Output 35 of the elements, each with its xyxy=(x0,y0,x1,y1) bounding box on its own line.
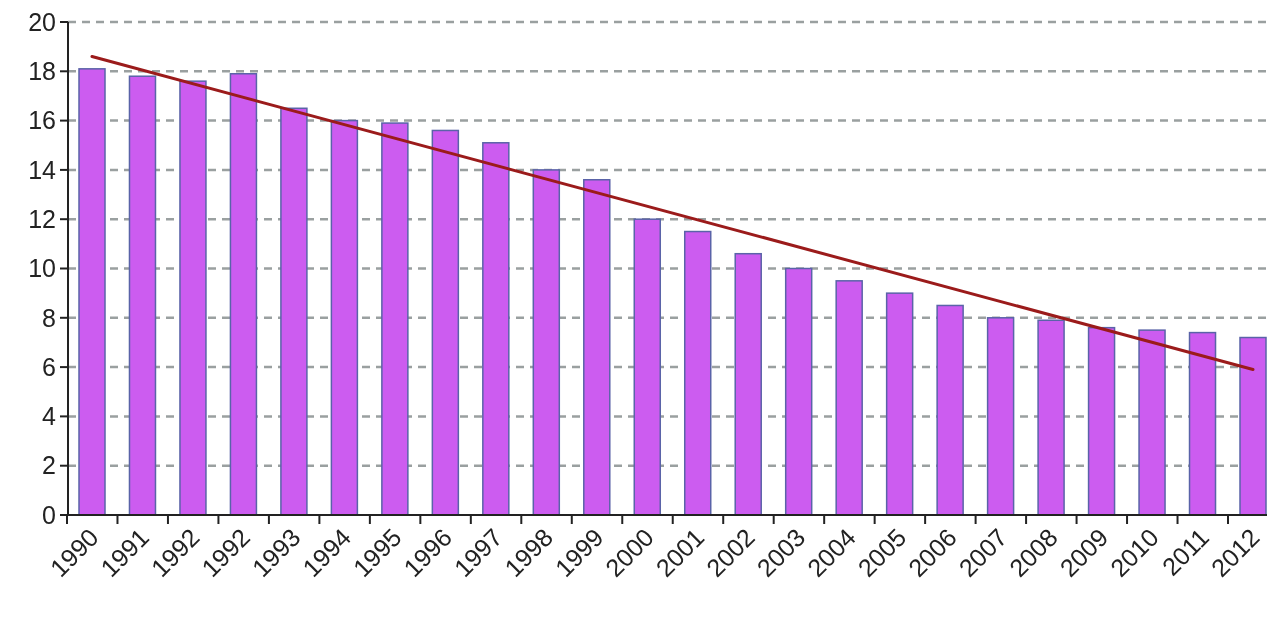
bar xyxy=(482,142,510,516)
y-tick-label: 16 xyxy=(28,106,56,135)
y-tick-label: 18 xyxy=(28,57,56,86)
bar xyxy=(1239,336,1267,516)
bar xyxy=(1037,319,1065,516)
bar xyxy=(229,73,258,516)
bar xyxy=(330,119,359,516)
y-tick-label: 2 xyxy=(42,451,56,480)
y-tick-label: 12 xyxy=(28,204,56,233)
y-tick-label: 10 xyxy=(28,254,56,283)
bar xyxy=(1188,331,1217,516)
y-tick-label: 20 xyxy=(28,7,56,36)
bar xyxy=(683,230,712,516)
bar xyxy=(179,80,207,516)
bar xyxy=(885,292,914,516)
bar xyxy=(583,179,611,516)
bar xyxy=(784,267,813,516)
y-tick-label: 6 xyxy=(42,352,56,381)
bar xyxy=(532,169,561,516)
y-tick-label: 0 xyxy=(42,500,56,529)
y-tick-label: 4 xyxy=(42,402,57,431)
bar xyxy=(1138,329,1166,516)
bar xyxy=(431,129,460,516)
y-tick-label: 14 xyxy=(28,155,57,184)
bar xyxy=(1087,326,1116,516)
bar xyxy=(835,280,863,516)
bar xyxy=(734,252,762,516)
bar xyxy=(78,68,106,516)
bar xyxy=(936,304,964,516)
bar xyxy=(633,218,662,516)
y-tick-label: 8 xyxy=(42,303,56,332)
bar xyxy=(986,317,1015,516)
bar xyxy=(128,75,157,516)
bar xyxy=(381,122,409,516)
bar xyxy=(280,107,308,516)
